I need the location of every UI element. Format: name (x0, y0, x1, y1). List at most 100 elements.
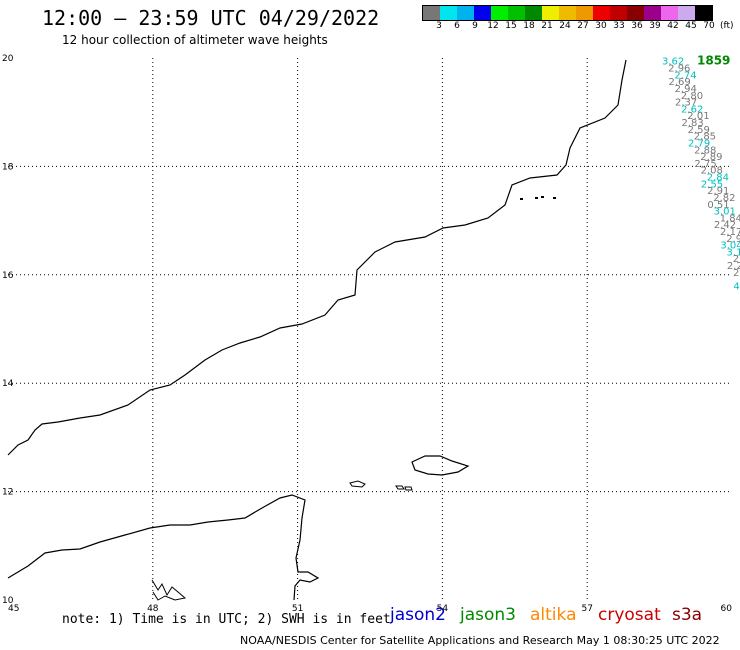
wave-height-observation: 2.88 (694, 145, 716, 156)
color-scale-label: 15 (505, 21, 517, 31)
wave-height-observation: 2.86 (733, 268, 740, 279)
wave-height-observation: 2.42 (714, 220, 736, 231)
wave-height-observation: 3.04 (720, 241, 740, 252)
color-swatch (491, 6, 508, 20)
latitude-tick-label: 10 (2, 596, 14, 606)
wave-height-observation: 3.62 (662, 57, 684, 68)
wave-height-observation: 4.1 (733, 281, 740, 292)
wave-height-observation: 2.96 (668, 64, 690, 75)
longitude-tick-label: 60 (721, 604, 733, 614)
wave-height-observation: 2.74 (674, 70, 696, 81)
islet-kuria-muria (520, 198, 523, 200)
satellite-altika: altika (530, 605, 577, 625)
wave-height-observation: 2.55 (701, 179, 723, 190)
wave-height-observation: 2.94 (675, 84, 697, 95)
color-scale-label: 6 (454, 21, 460, 31)
color-swatch (542, 6, 559, 20)
wave-height-observation: 2.75 (694, 159, 716, 170)
color-swatch (457, 6, 474, 20)
longitude-tick-label: 51 (292, 604, 303, 614)
satellite-jason3: jason3 (460, 605, 516, 625)
wave-height-observation: 2.91 (707, 186, 729, 197)
color-scale-label: 45 (685, 21, 697, 31)
wave-height-observation: 1.84 (720, 213, 740, 224)
latitude-tick-label: 18 (2, 162, 14, 172)
credit-line: NOAA/NESDIS Center for Satellite Applica… (240, 634, 720, 647)
color-swatch (678, 6, 695, 20)
color-swatch (440, 6, 457, 20)
color-swatch (661, 6, 678, 20)
color-scale-label: 36 (631, 21, 643, 31)
island-darsah (404, 486, 413, 491)
color-swatch (644, 6, 661, 20)
color-swatch (593, 6, 610, 20)
color-scale-label: 9 (472, 21, 478, 31)
wave-height-observation: 2.82 (713, 193, 735, 204)
satellite-s3a: s3a (672, 605, 703, 625)
coastline-somalia (7, 494, 320, 601)
wave-height-observation: 2.80 (681, 91, 703, 102)
longitude-tick-label: 57 (581, 604, 592, 614)
wave-height-observation: 2.79 (688, 138, 710, 149)
color-scale-label: 24 (559, 21, 571, 31)
wave-height-observation: 2.85 (694, 132, 716, 143)
color-swatch (474, 6, 491, 20)
wave-height-observation: 2.28 (727, 261, 740, 272)
color-swatch (610, 6, 627, 20)
wave-height-observation: 2.08 (701, 166, 723, 177)
wave-height-observation: 2.69 (668, 77, 690, 88)
wave-height-observation: 2.89 (700, 152, 722, 163)
color-scale-labels: 3 6 9 12 15 18 21 24 27 30 33 36 39 42 45 70 (ft) (422, 21, 734, 33)
wave-height-observation: 2.73 (733, 254, 740, 265)
island-socotra (411, 455, 470, 476)
islet-kuria-muria (541, 196, 544, 198)
color-scale-label: 70 (703, 21, 715, 31)
wave-height-observation: 2.92 (726, 234, 740, 245)
islet-kuria-muria (535, 197, 538, 199)
color-swatch (576, 6, 593, 20)
color-swatch (508, 6, 525, 20)
wave-height-observation: 2.84 (707, 173, 729, 184)
islet-kuria-muria (553, 197, 556, 199)
color-scale-label: 39 (649, 21, 661, 31)
color-scale-label: 21 (541, 21, 553, 31)
wave-height-observation: 3.13 (727, 247, 740, 258)
latitude-tick-label: 14 (2, 379, 14, 389)
wave-height-observation: 2.62 (681, 104, 703, 115)
wave-height-observation: 2.83 (681, 118, 703, 129)
longitude-tick-label: 54 (437, 604, 449, 614)
color-swatch (423, 6, 440, 20)
latitude-tick-label: 20 (2, 54, 14, 64)
satellite-cryosat: cryosat (598, 605, 661, 625)
footer-note: note: 1) Time is in UTC; 2) SWH is in fe… (62, 612, 391, 627)
color-scale-label: 33 (613, 21, 625, 31)
wave-height-observation: 0.51 (707, 200, 729, 211)
color-scale-label: 27 (577, 21, 589, 31)
color-swatch (627, 6, 644, 20)
color-swatch (559, 6, 576, 20)
map-title: 12:00 – 23:59 UTC 04/29/2022 (42, 6, 380, 30)
map-subtitle: 12 hour collection of altimeter wave hei… (62, 33, 328, 47)
wave-height-observation: 2.59 (688, 125, 710, 136)
color-scale-label: 3 (436, 21, 442, 31)
latitude-tick-label: 12 (2, 488, 13, 498)
longitude-tick-label: 45 (8, 604, 19, 614)
wave-height-observation: 3.01 (714, 207, 736, 218)
island-abd-al-kuri (349, 480, 366, 488)
island-samhah (395, 485, 405, 490)
wave-height-color-scale (422, 5, 713, 21)
color-swatch (525, 6, 542, 20)
longitude-tick-label: 48 (147, 604, 159, 614)
color-scale-label: 42 (667, 21, 679, 31)
coastline-detail (151, 579, 187, 601)
coastline-arabia (7, 59, 627, 456)
color-scale-unit: (ft) (720, 21, 734, 31)
wave-height-observation: 2.01 (687, 111, 709, 122)
wave-height-observation: 2.17 (720, 227, 740, 238)
track-time-label: 1859 (697, 54, 730, 68)
color-scale-label: 30 (595, 21, 607, 31)
wave-height-observation: 2.37 (675, 98, 697, 109)
satellite-jason2: jason2 (390, 605, 446, 625)
latitude-tick-label: 16 (2, 271, 14, 281)
